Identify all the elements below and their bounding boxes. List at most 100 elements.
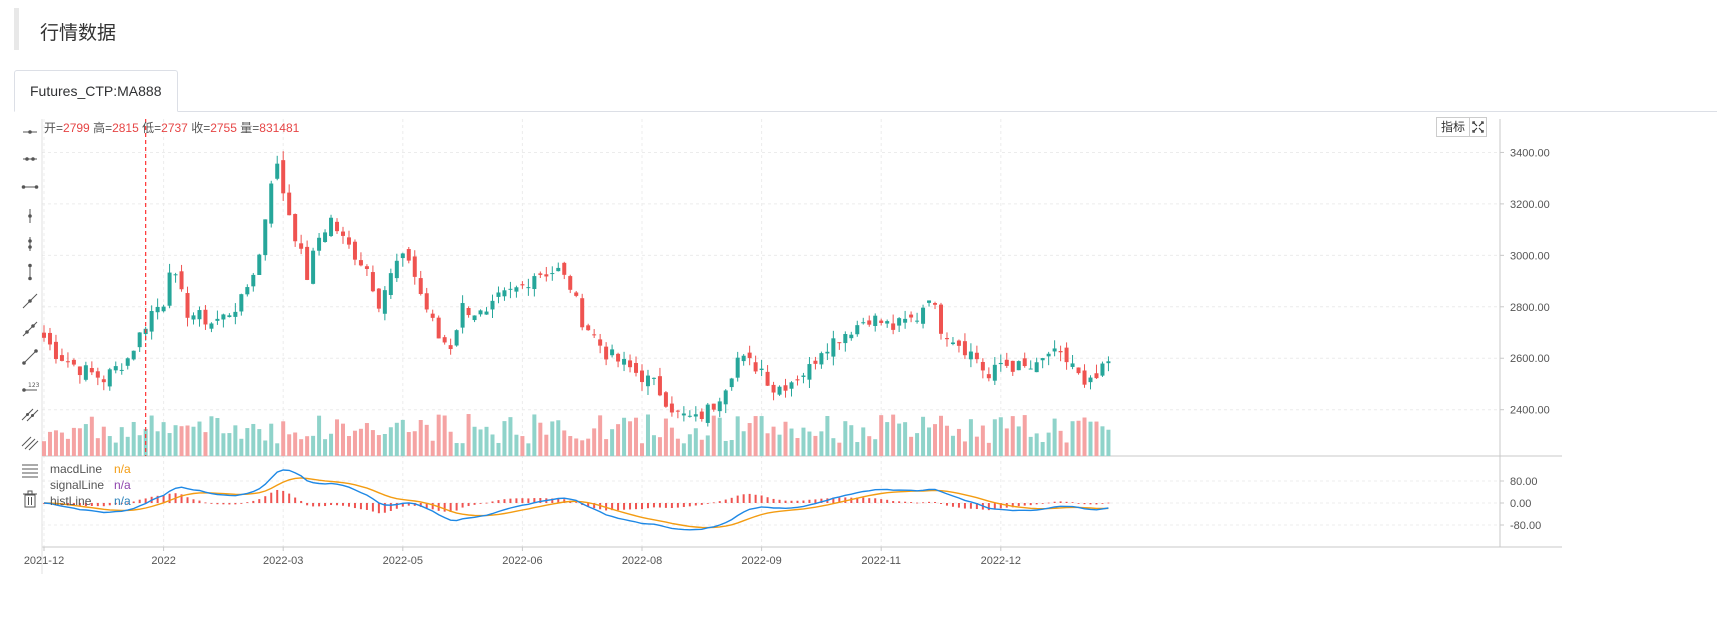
volume-bar: [364, 423, 369, 456]
volume-bar: [233, 425, 238, 456]
candle-body: [161, 306, 166, 312]
indicator-button[interactable]: 指标: [1436, 117, 1471, 137]
histogram-bar: [557, 498, 560, 503]
parallel-line-tool-icon[interactable]: [20, 404, 40, 424]
candle-body: [317, 237, 322, 251]
candle-body: [867, 320, 872, 325]
volume-bar: [915, 433, 920, 456]
histogram-bar: [886, 499, 889, 503]
histogram-bar: [593, 503, 596, 509]
histogram-bar: [1065, 501, 1068, 503]
candle-body: [514, 287, 519, 292]
histogram-bar: [461, 503, 464, 508]
candle-body: [239, 294, 244, 312]
candle-body: [622, 358, 627, 365]
histogram-bar: [718, 501, 721, 503]
volume-bar: [735, 416, 740, 456]
volume-bar: [568, 436, 573, 456]
histogram-bar: [539, 498, 542, 503]
vertical-line-tool-icon[interactable]: [20, 262, 40, 282]
candle-body: [203, 309, 208, 325]
volume-bar: [311, 435, 316, 456]
macd-tick-label: 80.00: [1510, 476, 1538, 488]
straight-line-tool-icon[interactable]: [20, 347, 40, 367]
histogram-bar: [162, 495, 165, 503]
candle-body: [1016, 361, 1021, 371]
horizontal-ray-tool-icon[interactable]: [20, 122, 40, 142]
volume-bar: [137, 435, 142, 456]
volume-bar: [669, 427, 674, 456]
volume-bar: [496, 442, 501, 456]
ray-tool-icon[interactable]: [20, 291, 40, 311]
candle-body: [962, 341, 967, 356]
histogram-bar: [168, 493, 171, 503]
histogram-bar: [910, 502, 913, 503]
histogram-bar: [72, 503, 75, 506]
volume-bar: [909, 436, 914, 456]
histogram-bar: [766, 497, 769, 503]
candle-body: [95, 371, 100, 378]
volume-bar: [197, 421, 202, 456]
segment-tool-icon[interactable]: [20, 319, 40, 339]
histogram-bar: [258, 499, 261, 503]
delete-tool-icon[interactable]: [20, 489, 40, 509]
histogram-bar: [646, 503, 649, 509]
volume-bar: [1022, 415, 1027, 456]
horizontal-line-tool-icon[interactable]: [20, 177, 40, 197]
high-value: 2815: [112, 121, 139, 135]
volume-bar: [155, 431, 160, 456]
close-value: 2755: [210, 121, 237, 135]
candle-body: [257, 254, 262, 275]
histogram-bar: [198, 500, 201, 503]
signal-line: [43, 477, 1109, 529]
candle-body: [986, 374, 991, 379]
fullscreen-icon[interactable]: [1469, 117, 1488, 137]
macd-line: [43, 469, 1109, 531]
candle-body: [245, 287, 250, 295]
volume-bar: [855, 442, 860, 456]
candle-body: [275, 163, 280, 179]
candle-body: [950, 342, 955, 345]
histogram-bar: [497, 500, 500, 503]
volume-bar: [1040, 442, 1045, 456]
candle-body: [771, 384, 776, 393]
legend-signal-value: n/a: [114, 478, 131, 492]
x-tick-label: 2022-08: [622, 555, 662, 567]
price-channel-tool-icon[interactable]: [20, 432, 40, 452]
candle-body: [819, 353, 824, 365]
candle-body: [747, 352, 752, 359]
candle-body: [520, 284, 525, 286]
volume-bar: [1004, 428, 1009, 456]
histogram-bar: [491, 501, 494, 503]
volume-bar: [376, 435, 381, 456]
candle-body: [711, 403, 716, 410]
price-line-tool-icon[interactable]: 123: [20, 376, 40, 396]
volume-bar: [119, 427, 124, 456]
kline-chart[interactable]: 2400.00 2600.00 2800.00 3000.00 3200.00 3400.…: [14, 119, 1717, 643]
chart-area[interactable]: 2400.00 2600.00 2800.00 3000.00 3200.00 3400.…: [14, 117, 1717, 643]
volume-bar: [1106, 429, 1111, 456]
vertical-segment-tool-icon[interactable]: [20, 234, 40, 254]
candle-body: [221, 314, 226, 320]
volume-bar: [484, 426, 489, 456]
candle-body: [651, 377, 656, 379]
candle-body: [490, 300, 495, 310]
tab-futures-ma888[interactable]: Futures_CTP:MA888: [14, 70, 178, 112]
candle-body: [825, 351, 830, 354]
horizontal-segment-tool-icon[interactable]: [20, 149, 40, 169]
volume-bar: [550, 421, 555, 456]
fibonacci-line-tool-icon[interactable]: [20, 461, 40, 481]
vertical-ray-tool-icon[interactable]: [20, 206, 40, 226]
candle-body: [807, 364, 812, 380]
histogram-bar: [1107, 502, 1110, 504]
histogram-bar: [629, 503, 632, 510]
candle-body: [1010, 360, 1015, 372]
candle-body: [1076, 367, 1081, 374]
volume-bar: [394, 422, 399, 456]
histogram-bar: [898, 501, 901, 503]
volume-bar: [352, 430, 357, 456]
svg-text:123: 123: [28, 382, 40, 389]
volume-bar: [819, 431, 824, 456]
volume-bar: [891, 414, 896, 456]
histogram-bar: [294, 497, 297, 503]
